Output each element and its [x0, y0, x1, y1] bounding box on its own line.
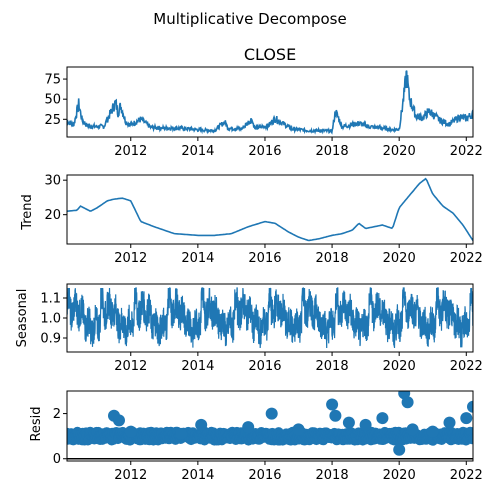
- axes-frame: [66, 174, 474, 245]
- resid-point: [359, 418, 372, 431]
- x-tick-label: 2022: [450, 251, 483, 266]
- panel-trend: Trend 2012 2014 2016 2018 2020 2022 20 30: [20, 174, 483, 266]
- y-axis-label: Trend: [20, 194, 35, 231]
- x-tick-label: 2018: [316, 251, 349, 266]
- x-tick-label: 2016: [248, 144, 281, 159]
- resid-point: [406, 423, 419, 436]
- resid-point: [401, 396, 414, 409]
- x-tick-label: 2018: [316, 359, 349, 374]
- resid-point: [426, 425, 439, 438]
- resid-point: [124, 425, 137, 438]
- plot-area: 2012 2014 2016 2018 2020 2022 20 30: [44, 174, 482, 266]
- panel-close: CLOSE 2012 2014 2016 2018 2020 2022 25 50 75: [44, 45, 482, 159]
- x-tick-label: 2016: [248, 359, 281, 374]
- resid-point: [292, 423, 305, 436]
- x-tick-label: 2014: [181, 468, 214, 483]
- x-tick-label: 2022: [450, 359, 483, 374]
- y-tick-label: 2: [53, 407, 61, 422]
- suptitle: Multiplicative Decompose: [153, 10, 346, 28]
- x-tick-label: 2016: [248, 251, 281, 266]
- plot-area: 2012 2014 2016 2018 2020 2022 0.9 1.0 1.1: [40, 283, 483, 374]
- panel-seasonal: Seasonal 2012 2014 2016 2018 2020 2022 0.9 1.0 1…: [15, 283, 483, 374]
- x-tick-label: 2012: [114, 468, 147, 483]
- x-tick-label: 2022: [450, 144, 483, 159]
- axes-frame: [66, 390, 474, 462]
- resid-point: [326, 398, 339, 411]
- y-tick-label: 20: [44, 208, 61, 223]
- y-tick-label: 1.1: [40, 292, 61, 307]
- x-tick-label: 2022: [450, 468, 483, 483]
- y-axis-label: Seasonal: [15, 289, 30, 348]
- resid-point: [175, 427, 188, 440]
- y-tick-label: 1.0: [40, 312, 61, 327]
- y-tick-label: 0: [53, 452, 61, 467]
- resid-point: [113, 414, 125, 427]
- x-tick-label: 2014: [181, 144, 214, 159]
- x-tick-label: 2018: [316, 144, 349, 159]
- plot-area: 2012 2014 2016 2018 2020 2022 0 2: [53, 390, 483, 483]
- axes-frame: [66, 66, 474, 138]
- series: [67, 177, 473, 242]
- x-tick-label: 2014: [181, 251, 214, 266]
- x-tick-label: 2020: [383, 144, 416, 159]
- y-axis-label: Resid: [29, 406, 44, 441]
- resid-point: [467, 400, 473, 413]
- series-line: [67, 177, 473, 242]
- series-line: [67, 70, 473, 135]
- resid-point: [265, 407, 278, 420]
- x-tick-label: 2018: [316, 468, 349, 483]
- series: [67, 287, 473, 349]
- resid-point: [443, 416, 456, 429]
- panel-resid: Resid 2012 2014 2016 2018 2020 2022 0 2: [29, 390, 483, 483]
- x-tick-label: 2012: [114, 359, 147, 374]
- resid-point: [460, 412, 473, 425]
- x-tick-label: 2016: [248, 468, 281, 483]
- y-tick-label: 75: [44, 73, 61, 88]
- y-tick-label: 25: [44, 113, 61, 128]
- x-tick-label: 2020: [383, 359, 416, 374]
- y-tick-label: 30: [44, 174, 61, 189]
- resid-point: [342, 416, 355, 429]
- series-line: [67, 287, 473, 349]
- y-tick-label: 50: [44, 93, 61, 108]
- series: [67, 391, 473, 460]
- x-tick-label: 2012: [114, 144, 147, 159]
- resid-point: [468, 433, 473, 444]
- x-tick-label: 2014: [181, 359, 214, 374]
- panel-title: CLOSE: [244, 45, 296, 64]
- x-tick-label: 2012: [114, 251, 147, 266]
- x-tick-label: 2020: [383, 468, 416, 483]
- resid-point: [195, 418, 208, 431]
- resid-point: [376, 412, 389, 425]
- series: [67, 70, 473, 135]
- plot-area: 2012 2014 2016 2018 2020 2022 25 50 75: [44, 66, 483, 159]
- resid-point: [242, 421, 255, 434]
- resid-point: [329, 409, 342, 422]
- resid-point: [393, 443, 406, 456]
- x-tick-label: 2020: [383, 251, 416, 266]
- y-tick-label: 0.9: [40, 332, 61, 347]
